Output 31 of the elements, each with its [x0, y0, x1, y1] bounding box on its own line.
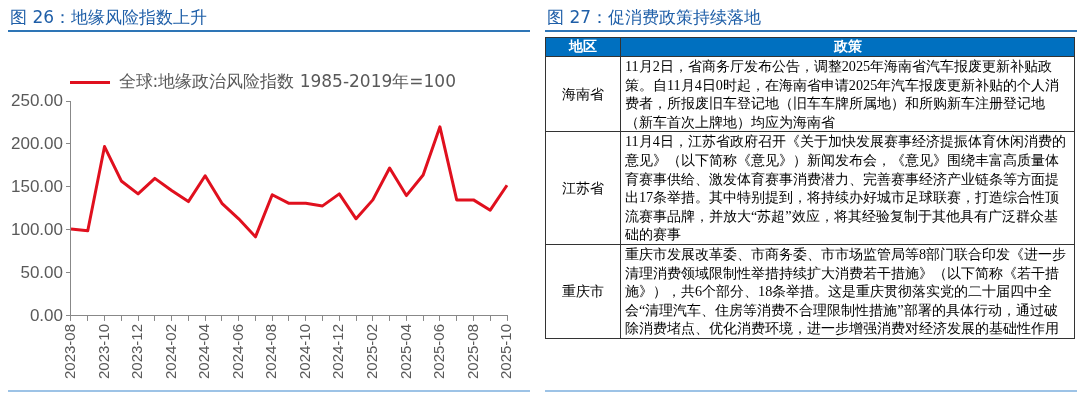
text: 图 27：促消费政策持续落地 [545, 0, 1077, 32]
x-tick-label: 2024-12 [329, 323, 347, 380]
chart-title: 图 26：地缘风险指数上升 [8, 0, 530, 32]
x-tick-label: 2025-10 [497, 323, 515, 380]
y-tick-label: 200.00 [11, 133, 63, 153]
y-tick-label: 100.00 [11, 219, 63, 239]
x-tick-label: 2024-10 [295, 323, 313, 380]
x-tick-label: 2025-06 [430, 323, 448, 380]
x-tick-label: 2025-08 [463, 323, 481, 380]
text: 海南省 [545, 56, 621, 132]
y-tick-label: 50.00 [20, 262, 63, 282]
x-tick-label: 2025-02 [362, 323, 380, 380]
x-tick-label: 2024-08 [262, 323, 280, 380]
text: 11月4日，江苏省政府召开《关于加快发展赛事经济提振体育休闲消费的意见》（以下简称《意见》）新闻发布会，《意见》围绕丰富高质量体育赛事供给、激发体育赛事消费潜力、完善赛事经济产业链条等方面提出17条举措。其中特别提到，将持续办好城市足球联赛，打造综合性顶流赛事品牌，并放大“苏超”效应，将其经验复制于其他具有广泛群众基础的赛事 [620, 131, 1075, 245]
x-tick-label: 2023-10 [94, 323, 112, 380]
text: 江苏省 [545, 131, 621, 245]
x-tick-label: 2023-12 [128, 323, 146, 380]
y-tick-label: 250.00 [11, 90, 63, 110]
x-tick-label: 2025-04 [396, 323, 414, 380]
x-tick-label: 2024-02 [161, 323, 179, 380]
x-tick-label: 2024-06 [228, 323, 246, 380]
text: 11月2日，省商务厅发布公告，调整2025年海南省汽车报废更新补贴政策。自11月4日0时起，在海南省申请2025年汽车报废更新补贴的个人消费者，所报废旧车登记地（旧车车牌所属地）和所购新车注册登记地（新车首次上牌地）均应为海南省 [620, 56, 1075, 132]
text: 重庆市发展改革委、市商务委、市市场监管局等8部门联合印发《进一步清理消费领域限制性举措持续扩大消费若干措施》（以下简称《若干措施》），共6个部分、18条举措。这是重庆贯彻落实党的二十届四中全会“清理汽车、住房等消费不合理限制性措施”部署的具体行动，通过破除消费堵点、优化消费环境，进一步增强消费对经济发展的基础性作用 [620, 244, 1075, 339]
y-tick-label: 150.00 [11, 176, 63, 196]
text: 重庆市 [545, 244, 621, 339]
x-tick-label: 2023-08 [61, 323, 79, 380]
text: 地区 [545, 37, 621, 57]
legend-label: 全球:地缘政治风险指数 1985-2019年=100 [118, 70, 457, 91]
text: 政策 [620, 37, 1075, 57]
x-tick-label: 2024-04 [195, 323, 213, 380]
y-tick-label: 0.00 [29, 305, 63, 325]
